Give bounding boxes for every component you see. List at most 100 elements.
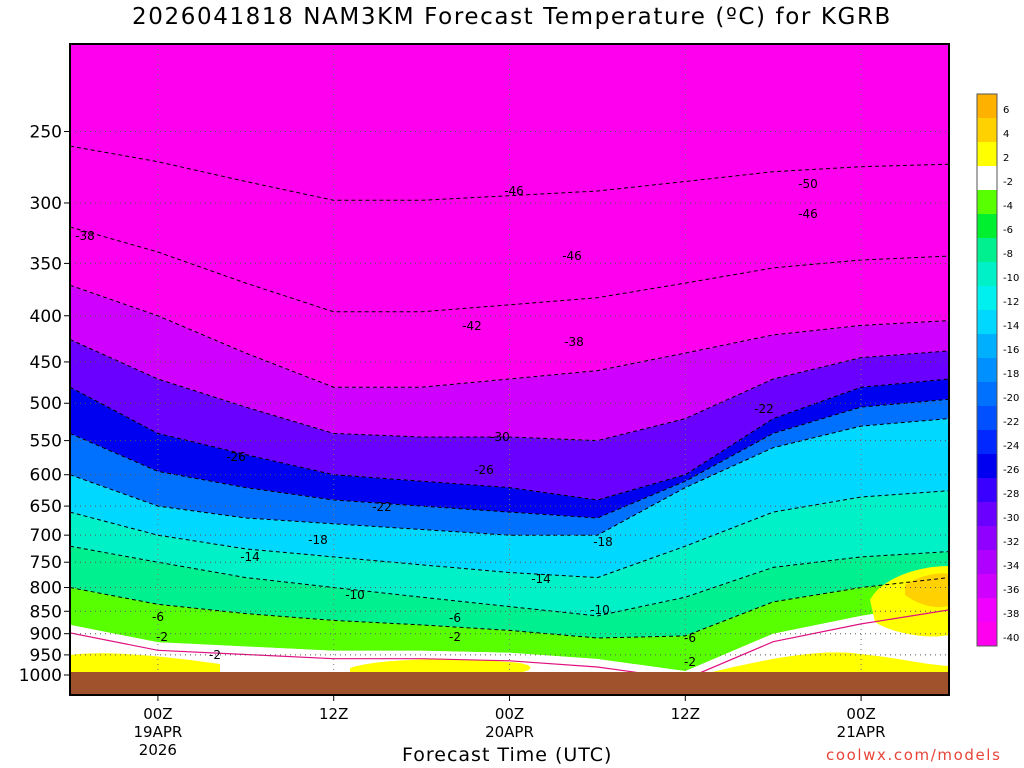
colorbar-label: -18 (1003, 369, 1019, 380)
band-minus8 (70, 546, 949, 638)
contour-label: -14 (531, 572, 551, 586)
isotherm-contour-8 (70, 398, 949, 519)
y-tick-label: 450 (30, 353, 62, 373)
colorbar-swatch (977, 454, 997, 479)
contour-label: -6 (152, 610, 164, 624)
colorbar-label: -2 (1003, 177, 1013, 188)
band-minus4 (70, 577, 949, 672)
colorbar-swatch (977, 214, 997, 239)
y-tick-label: 850 (30, 602, 62, 622)
surface-terrain (70, 672, 949, 695)
y-tick-label: 350 (30, 254, 62, 274)
colorbar-label: -22 (1003, 417, 1019, 428)
band-below-minus40 (70, 44, 949, 388)
x-tick-label: 00Z (495, 705, 524, 723)
colorbar-swatch (977, 262, 997, 287)
contour-label: -26 (474, 463, 494, 477)
colorbar-frame (976, 93, 998, 647)
band-minus32 (70, 339, 949, 500)
colorbar-swatch (977, 502, 997, 527)
contour-label: -50 (798, 177, 818, 191)
contour-label: -14 (240, 550, 260, 564)
y-tick-label: 250 (30, 122, 62, 142)
contour-label: -42 (462, 319, 482, 333)
colorbar-label: -14 (1003, 321, 1019, 332)
colorbar-swatch (977, 118, 997, 143)
colorbar-label: -12 (1003, 297, 1019, 308)
colorbar-swatch (977, 358, 997, 383)
warm-patch-2 (350, 659, 531, 675)
band-minus26 (70, 379, 949, 518)
colorbar-label: -26 (1003, 465, 1019, 476)
colorbar-label: -30 (1003, 513, 1019, 524)
colorbar-swatch (977, 430, 997, 455)
x-axis-label: Forecast Time (UTC) (402, 744, 613, 766)
colorbar-swatch (977, 238, 997, 263)
colorbar-label: -36 (1003, 585, 1019, 596)
colorbar-label: -20 (1003, 393, 1019, 404)
y-tick-label: 700 (30, 526, 62, 546)
colorbar-swatch (977, 598, 997, 623)
band-minus12 (70, 490, 949, 616)
colorbar-swatch (977, 622, 997, 647)
contour-label: -10 (345, 588, 365, 602)
contour-label: -38 (75, 229, 95, 243)
y-tick-label: 1000 (19, 666, 62, 686)
y-tick-label: 500 (30, 394, 62, 414)
x-tick-label: 19APR (133, 723, 182, 741)
contour-label: -22 (754, 402, 774, 416)
colorbar-label: -16 (1003, 345, 1019, 356)
contour-label: -30 (490, 430, 510, 444)
freezing-line (70, 609, 949, 680)
contour-label: -18 (593, 535, 613, 549)
x-tick-label: 00Z (846, 705, 875, 723)
isotherm-contour-1 (70, 284, 949, 388)
contour-label: -46 (504, 184, 524, 198)
isotherm-contour-4 (70, 545, 949, 617)
colorbar-swatch (977, 406, 997, 431)
warm-patch-3 (700, 652, 949, 675)
y-tick-label: 600 (30, 466, 62, 486)
colorbar-swatch (977, 382, 997, 407)
x-tick-label: 00Z (143, 705, 172, 723)
warm-patch-1 (70, 653, 220, 675)
y-axis-ticks: 250 300 350 400 450 500 550 600 650 700 750 800 850 9… (19, 122, 70, 686)
y-tick-label: 550 (30, 432, 62, 452)
colorbar-label: 6 (1003, 105, 1009, 116)
band-minus36 (70, 285, 949, 441)
colorbar-label: -38 (1003, 609, 1019, 620)
contour-label: -38 (564, 335, 584, 349)
isotherm-contour-7 (70, 339, 949, 442)
contour-label: -10 (590, 603, 610, 617)
colorbar-swatch (977, 478, 997, 503)
colorbar-label: -40 (1003, 633, 1019, 644)
isotherm-contour-2 (70, 378, 949, 501)
contour-label: -46 (798, 207, 818, 221)
colorbar-swatch (977, 574, 997, 599)
contour-label: -2 (156, 630, 168, 644)
colorbar: 6 4 2 -2 -4 -6 -8 -10 -12 -14 -16 -18 -20 -22 -24 -26 -2… (976, 93, 1019, 647)
credit-text: coolwx.com/models (826, 746, 1002, 764)
y-tick-label: 950 (30, 646, 62, 666)
y-tick-label: 400 (30, 307, 62, 327)
chart-title: 2026041818 NAM3KM Forecast Temperature (… (132, 4, 892, 30)
isotherm-contours (70, 145, 949, 680)
colorbar-swatch (977, 550, 997, 575)
x-tick-label: 12Z (319, 705, 348, 723)
x-tick-label: 20APR (485, 723, 534, 741)
contour-label: -22 (372, 500, 392, 514)
colorbar-label: -28 (1003, 489, 1019, 500)
plot-background (70, 44, 949, 675)
colorbar-label: -34 (1003, 561, 1019, 572)
contour-labels: -50 -46 -46 -46 -42 -38 -38 -30 -26 -26 -22 -22 -18 -… (75, 177, 818, 669)
y-tick-label: 650 (30, 497, 62, 517)
contour-label: -6 (449, 611, 461, 625)
y-tick-label: 300 (30, 194, 62, 214)
isotherm-contour-10 (70, 577, 949, 639)
isotherm-contour-6 (70, 226, 949, 313)
colorbar-swatch (977, 310, 997, 335)
colorbar-swatch (977, 142, 997, 167)
isotherm-contour-5 (70, 145, 949, 201)
